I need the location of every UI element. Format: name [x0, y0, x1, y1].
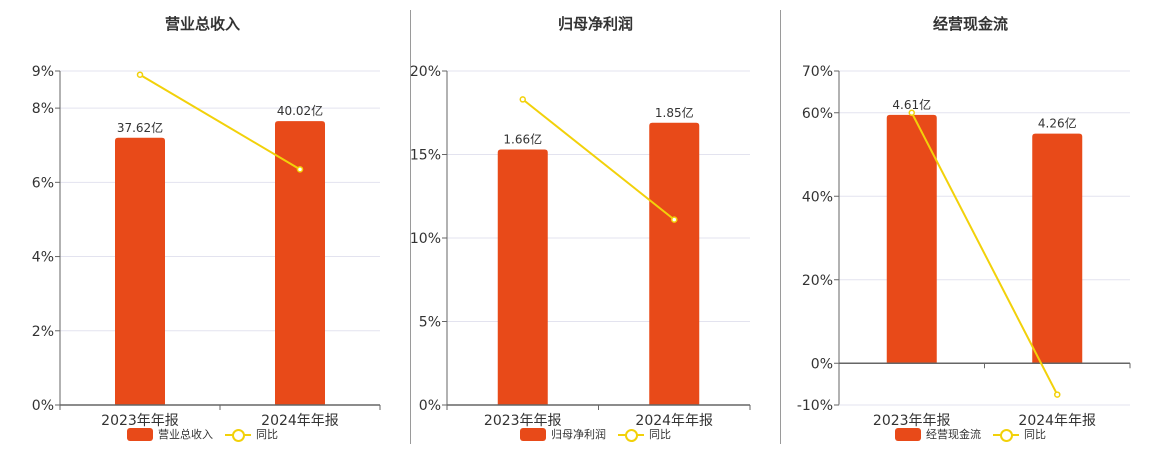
y-tick-label: 9%: [32, 64, 54, 80]
yoy-point: [1054, 391, 1061, 398]
chart-legend: 营业总收入 同比: [0, 426, 405, 442]
legend-item-line[interactable]: 同比: [225, 426, 278, 442]
x-tick-label: 2023年年报: [484, 413, 562, 429]
cash-flow-chart-panel: 经营现金流 -10% 0% 20% 40% 60% 70% 4.61亿 4.26亿 2023年年…: [781, 0, 1160, 450]
yoy-point: [296, 166, 304, 173]
x-tick-label: 2024年年报: [635, 413, 713, 429]
bar: [115, 137, 165, 406]
yoy-point: [136, 71, 144, 78]
yoy-line: [139, 73, 301, 171]
panel-divider: [780, 10, 781, 444]
y-tick-label: 70%: [802, 64, 833, 80]
bar-data-label: 40.02亿: [277, 103, 323, 118]
yoy-line: [910, 112, 1059, 396]
y-tick-label: 15%: [410, 148, 441, 164]
legend-line-swatch: [618, 428, 644, 442]
revenue-chart-svg: 0% 2% 4% 6% 8% 9% 37.62亿 40.02亿 2023年年报 2024年年报: [32, 64, 381, 429]
revenue-chart-panel: 营业总收入 0% 2% 4% 6% 8% 9% 37.62亿 40.02亿 2023年年报 202…: [0, 0, 405, 450]
bar: [1032, 133, 1083, 364]
legend-label: 同比: [1024, 428, 1046, 441]
x-tick-label: 2023年年报: [873, 413, 951, 429]
legend-item-bar[interactable]: 营业总收入: [127, 426, 213, 442]
bar-data-label: 1.66亿: [503, 131, 542, 146]
legend-label: 经营现金流: [926, 428, 981, 441]
legend-line-swatch: [225, 428, 251, 442]
y-tick-label: 60%: [802, 106, 833, 122]
y-tick-label: 0%: [32, 398, 54, 414]
chart-legend: 经营现金流 同比: [781, 426, 1160, 442]
bar: [886, 114, 937, 364]
panel-divider: [410, 10, 411, 444]
y-tick-label: 8%: [32, 101, 54, 117]
y-tick-label: 10%: [410, 231, 441, 247]
legend-line-swatch: [993, 428, 1019, 442]
legend-label: 营业总收入: [158, 428, 213, 441]
net-profit-chart-svg: 0% 5% 10% 15% 20% 1.66亿 1.85亿 2023年年报 2024年年报: [410, 64, 751, 429]
legend-item-line[interactable]: 同比: [618, 426, 671, 442]
y-tick-label: 40%: [802, 189, 833, 205]
legend-bar-swatch: [895, 427, 921, 441]
yoy-point: [519, 96, 526, 103]
yoy-point: [671, 216, 678, 223]
bar-data-label: 4.26亿: [1038, 116, 1077, 131]
y-tick-label: 5%: [419, 315, 441, 331]
bar-data-label: 4.61亿: [892, 97, 931, 112]
x-tick-label: 2024年年报: [1018, 413, 1096, 429]
x-tick-label: 2023年年报: [101, 413, 179, 429]
chart-title: 经营现金流: [932, 15, 1008, 33]
bar-data-label: 37.62亿: [117, 120, 163, 135]
y-tick-label: 0%: [419, 398, 441, 414]
y-tick-label: 20%: [410, 64, 441, 80]
y-tick-label: -10%: [797, 398, 833, 414]
bar: [497, 149, 548, 405]
legend-label: 同比: [649, 428, 671, 441]
y-tick-label: 2%: [32, 324, 54, 340]
bar: [275, 121, 325, 405]
x-tick-label: 2024年年报: [261, 413, 339, 429]
y-tick-label: 4%: [32, 250, 54, 266]
legend-item-bar[interactable]: 经营现金流: [895, 426, 981, 442]
bar: [649, 122, 700, 406]
y-tick-label: 20%: [802, 273, 833, 289]
yoy-point: [908, 109, 915, 116]
y-tick-label: 0%: [811, 356, 833, 372]
chart-title: 归母净利润: [557, 15, 633, 33]
chart-legend: 归母净利润 同比: [411, 426, 780, 442]
bar-data-label: 1.85亿: [655, 105, 694, 120]
chart-title: 营业总收入: [164, 15, 240, 33]
cash-flow-chart-svg: -10% 0% 20% 40% 60% 70% 4.61亿 4.26亿 2023年年报 2024年…: [797, 64, 1131, 429]
legend-label: 归母净利润: [551, 428, 606, 441]
y-tick-label: 6%: [32, 175, 54, 191]
legend-bar-swatch: [127, 427, 153, 441]
yoy-line: [522, 98, 675, 221]
net-profit-chart-panel: 归母净利润 0% 5% 10% 15% 20% 1.66亿 1.85亿 2023年年报 2024…: [410, 0, 780, 450]
legend-item-bar[interactable]: 归母净利润: [520, 426, 606, 442]
legend-bar-swatch: [520, 427, 546, 441]
legend-label: 同比: [256, 428, 278, 441]
legend-item-line[interactable]: 同比: [993, 426, 1046, 442]
